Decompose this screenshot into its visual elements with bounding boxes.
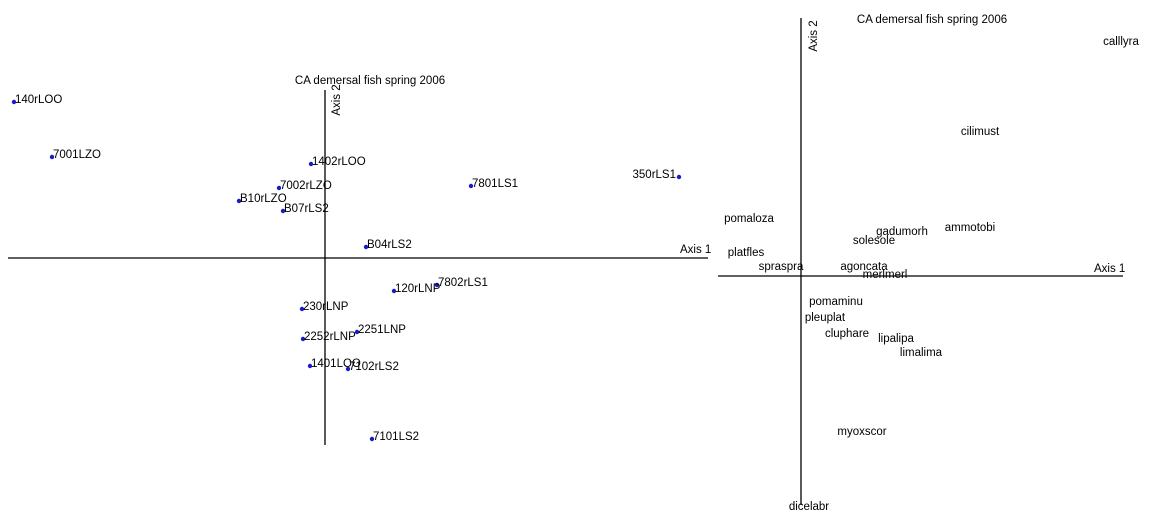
point-label: B07rLS2 bbox=[284, 203, 329, 215]
point-label: ammotobi bbox=[945, 222, 996, 234]
point-label: limalima bbox=[900, 347, 943, 359]
point bbox=[308, 161, 314, 167]
y-axis-label: Axis 2 bbox=[808, 20, 820, 51]
point bbox=[236, 198, 242, 204]
point-label: B10rLZO bbox=[240, 193, 287, 205]
point-label: 140rLOO bbox=[15, 94, 62, 106]
point bbox=[49, 154, 55, 160]
point bbox=[280, 208, 286, 214]
point bbox=[354, 329, 360, 335]
point bbox=[676, 174, 682, 180]
point-label: 1402rLOO bbox=[312, 156, 366, 168]
point bbox=[468, 183, 474, 189]
point-label: 120rLNP bbox=[395, 283, 441, 295]
point bbox=[11, 99, 17, 105]
point bbox=[300, 336, 306, 342]
point-label: pleuplat bbox=[805, 312, 846, 324]
chart-title: CA demersal fish spring 2006 bbox=[857, 14, 1007, 26]
point-label: myoxscor bbox=[837, 426, 886, 438]
y-axis-label: Axis 2 bbox=[331, 84, 343, 115]
chart-title: CA demersal fish spring 2006 bbox=[295, 75, 445, 87]
x-axis-label: Axis 1 bbox=[680, 244, 711, 256]
point-label: 2251LNP bbox=[358, 324, 406, 336]
x-axis-label: Axis 1 bbox=[1094, 263, 1125, 275]
point-label: 7101LS2 bbox=[373, 431, 419, 443]
point bbox=[363, 244, 369, 250]
point-label: cluphare bbox=[825, 328, 869, 340]
point-label: spraspra bbox=[759, 261, 804, 273]
point-label: 350rLS1 bbox=[633, 169, 676, 181]
point-label: 2252rLNP bbox=[304, 331, 356, 343]
point-label: 7801LS1 bbox=[472, 178, 518, 190]
point-label: solesole bbox=[853, 235, 895, 247]
point-label: pomaloza bbox=[724, 213, 774, 225]
point-label: lipalipa bbox=[878, 333, 914, 345]
point bbox=[276, 185, 282, 191]
point-label: dicelabr bbox=[789, 501, 829, 511]
point-label: calllyra bbox=[1103, 36, 1139, 48]
point bbox=[391, 288, 397, 294]
point-label: agoncata bbox=[840, 261, 888, 273]
point bbox=[307, 363, 313, 369]
point-label: pomaminu bbox=[809, 296, 863, 308]
point bbox=[369, 436, 375, 442]
point-label: merlmerl bbox=[863, 269, 908, 281]
point-label: 230rLNP bbox=[303, 301, 349, 313]
point-label: B04rLS2 bbox=[367, 239, 412, 251]
point-label: cilimust bbox=[961, 126, 1000, 138]
point-label: 7102rLS2 bbox=[349, 361, 399, 373]
point-label: gadumorh bbox=[876, 226, 928, 238]
point-label: 7001LZO bbox=[53, 149, 101, 161]
point bbox=[299, 306, 305, 312]
point-label: 7802rLS1 bbox=[438, 277, 488, 289]
point bbox=[434, 282, 440, 288]
point-label: 7002rLZO bbox=[280, 180, 332, 192]
point-label: platfles bbox=[728, 247, 765, 259]
point bbox=[345, 366, 351, 372]
